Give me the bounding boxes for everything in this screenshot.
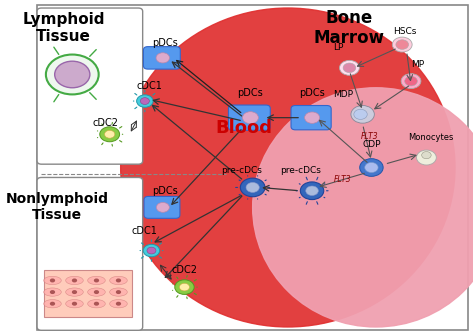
- Text: Blood: Blood: [215, 119, 273, 137]
- Text: cDC2: cDC2: [92, 118, 118, 128]
- Ellipse shape: [88, 276, 105, 285]
- Circle shape: [422, 151, 431, 159]
- FancyBboxPatch shape: [44, 270, 132, 317]
- Text: HSCs: HSCs: [393, 27, 416, 36]
- Text: pDCs: pDCs: [299, 88, 325, 98]
- Text: FLT3: FLT3: [334, 176, 352, 185]
- FancyBboxPatch shape: [291, 106, 331, 130]
- Text: MP: MP: [411, 60, 424, 69]
- Circle shape: [246, 183, 259, 192]
- Circle shape: [360, 159, 383, 176]
- Ellipse shape: [253, 88, 474, 327]
- Circle shape: [46, 55, 99, 94]
- Circle shape: [305, 112, 319, 123]
- Circle shape: [401, 74, 421, 88]
- Circle shape: [94, 290, 99, 294]
- Ellipse shape: [88, 299, 105, 308]
- Circle shape: [140, 98, 149, 105]
- Circle shape: [94, 278, 99, 282]
- Ellipse shape: [66, 299, 83, 308]
- Ellipse shape: [44, 288, 61, 296]
- Text: pDCs: pDCs: [152, 38, 178, 48]
- Circle shape: [50, 278, 55, 282]
- Circle shape: [105, 130, 115, 138]
- Circle shape: [240, 178, 265, 197]
- Circle shape: [365, 162, 378, 173]
- Circle shape: [147, 247, 156, 254]
- Circle shape: [180, 283, 190, 291]
- Circle shape: [55, 61, 90, 88]
- Circle shape: [50, 290, 55, 294]
- Circle shape: [339, 60, 359, 75]
- Text: pre-cDCs: pre-cDCs: [281, 166, 321, 175]
- Text: Nonlymphoid
Tissue: Nonlymphoid Tissue: [5, 192, 109, 222]
- Circle shape: [137, 95, 153, 107]
- FancyBboxPatch shape: [228, 105, 270, 130]
- Circle shape: [156, 202, 169, 212]
- Circle shape: [100, 127, 119, 142]
- Circle shape: [354, 109, 367, 119]
- Circle shape: [396, 40, 409, 49]
- Circle shape: [351, 106, 374, 123]
- Ellipse shape: [109, 288, 127, 296]
- Text: pDCs: pDCs: [237, 88, 264, 98]
- Text: CDP: CDP: [362, 140, 381, 149]
- Circle shape: [72, 302, 77, 306]
- Circle shape: [156, 53, 170, 63]
- Circle shape: [306, 186, 319, 196]
- Circle shape: [343, 63, 356, 73]
- Text: Bone
Marrow: Bone Marrow: [314, 9, 385, 47]
- Circle shape: [94, 302, 99, 306]
- Ellipse shape: [66, 276, 83, 285]
- Ellipse shape: [44, 299, 61, 308]
- Text: Monocytes: Monocytes: [408, 133, 454, 142]
- Circle shape: [243, 112, 258, 124]
- Ellipse shape: [109, 276, 127, 285]
- Circle shape: [116, 278, 121, 282]
- Text: LP: LP: [333, 44, 344, 52]
- Circle shape: [50, 302, 55, 306]
- Ellipse shape: [109, 299, 127, 308]
- Circle shape: [72, 290, 77, 294]
- FancyBboxPatch shape: [37, 8, 143, 164]
- Circle shape: [175, 280, 194, 294]
- Circle shape: [72, 278, 77, 282]
- Circle shape: [143, 244, 160, 257]
- Ellipse shape: [88, 288, 105, 296]
- Text: pre-cDCs: pre-cDCs: [221, 166, 262, 175]
- Text: FLT3: FLT3: [360, 132, 378, 141]
- Text: cDC1: cDC1: [132, 225, 158, 236]
- FancyBboxPatch shape: [37, 178, 143, 330]
- Ellipse shape: [121, 8, 455, 327]
- Circle shape: [116, 290, 121, 294]
- Circle shape: [301, 182, 324, 200]
- Circle shape: [392, 37, 412, 52]
- FancyBboxPatch shape: [144, 47, 180, 69]
- Circle shape: [116, 302, 121, 306]
- FancyBboxPatch shape: [144, 196, 180, 218]
- Text: pDCs: pDCs: [152, 186, 178, 196]
- Text: MDP: MDP: [333, 90, 353, 99]
- Text: cDC2: cDC2: [172, 266, 198, 275]
- Circle shape: [417, 150, 437, 165]
- FancyBboxPatch shape: [37, 5, 468, 330]
- Text: cDC1: cDC1: [137, 81, 162, 91]
- Ellipse shape: [44, 276, 61, 285]
- Ellipse shape: [66, 288, 83, 296]
- Circle shape: [405, 76, 417, 86]
- Text: Lymphoid
Tissue: Lymphoid Tissue: [22, 12, 105, 44]
